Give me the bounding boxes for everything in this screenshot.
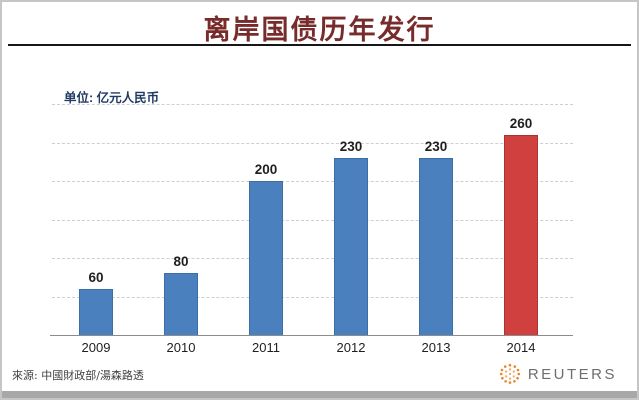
value-label-2013: 230 bbox=[424, 138, 448, 154]
title-divider-line bbox=[8, 44, 631, 46]
x-axis-label-2014: 2014 bbox=[506, 340, 536, 355]
value-label-2009: 60 bbox=[88, 269, 104, 285]
x-axis-label-2009: 2009 bbox=[81, 340, 111, 355]
unit-label: 单位: 亿元人民币 bbox=[64, 91, 160, 105]
bar-2009 bbox=[79, 288, 113, 335]
value-label-2012: 230 bbox=[339, 138, 363, 154]
gridline bbox=[52, 142, 573, 144]
source-label: 來源: 中國財政部/湯森路透 bbox=[12, 369, 144, 382]
value-label-2010: 80 bbox=[173, 254, 189, 270]
bar-2013 bbox=[419, 157, 453, 335]
reuters-logo: REUTERS bbox=[499, 363, 617, 385]
value-label-2014: 260 bbox=[509, 115, 533, 131]
reuters-wordmark: REUTERS bbox=[527, 365, 617, 383]
gridline bbox=[52, 258, 573, 259]
bar-2011 bbox=[249, 181, 283, 335]
bar-2012 bbox=[334, 157, 368, 335]
bar-2014 bbox=[504, 134, 538, 335]
gridline bbox=[52, 181, 573, 182]
plot-area: 60 2009 80 2010 200 2011 230 2012 230 2013 260 2014 bbox=[50, 104, 573, 355]
x-axis-label-2012: 2012 bbox=[336, 340, 366, 355]
x-axis-label-2013: 2013 bbox=[421, 340, 451, 355]
gridline bbox=[52, 104, 573, 105]
bar-2010 bbox=[164, 273, 198, 335]
x-axis-label-2010: 2010 bbox=[166, 340, 196, 355]
x-axis-label-2011: 2011 bbox=[252, 340, 280, 355]
value-label-2011: 200 bbox=[254, 162, 278, 177]
x-axis-line bbox=[50, 335, 573, 336]
chart-title: 离岸国债历年发行 bbox=[203, 15, 436, 46]
bottom-strip bbox=[2, 391, 637, 398]
reuters-orb-icon bbox=[499, 363, 521, 385]
gridline bbox=[52, 219, 573, 221]
gridline bbox=[52, 296, 573, 298]
